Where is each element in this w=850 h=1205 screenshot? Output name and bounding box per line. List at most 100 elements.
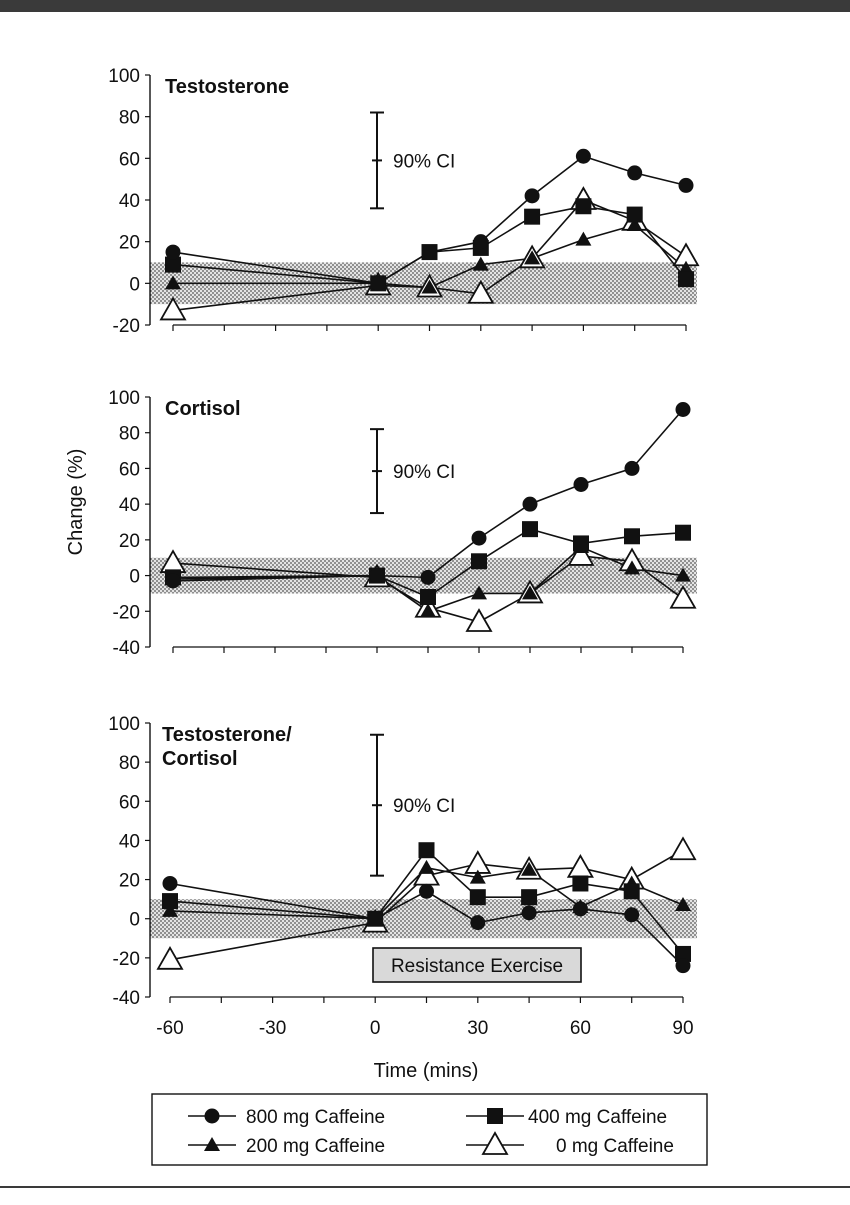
x-tick-label: 90	[672, 1018, 693, 1039]
data-point	[626, 206, 643, 223]
series-line	[172, 155, 687, 285]
data-point	[624, 460, 640, 476]
data-point	[162, 902, 178, 917]
bottom-border	[0, 1186, 850, 1202]
series-line	[172, 199, 687, 312]
data-point	[418, 859, 435, 874]
data-point	[575, 231, 592, 246]
legend-label: 400 mg Caffeine	[528, 1107, 667, 1128]
series-line	[169, 882, 684, 967]
data-point	[524, 208, 541, 225]
panel-title: Testosterone	[165, 76, 289, 98]
legend-marker	[204, 1137, 220, 1151]
data-point	[522, 585, 538, 600]
data-point	[419, 883, 434, 899]
data-point	[162, 893, 178, 910]
data-point	[521, 861, 538, 876]
data-point	[369, 568, 385, 584]
data-point	[675, 945, 691, 962]
data-point	[524, 250, 541, 265]
data-point	[522, 496, 538, 512]
legend-box	[151, 1093, 708, 1166]
y-tick-label: 60	[119, 459, 140, 480]
y-tick-label: 20	[119, 531, 140, 552]
ci-label: 90% CI	[393, 151, 455, 172]
data-point	[678, 177, 694, 193]
y-tick-label: 60	[119, 149, 140, 170]
data-point	[159, 296, 187, 321]
panel-title-line: Cortisol	[162, 748, 238, 770]
data-point	[472, 256, 489, 271]
legend: 800 mg Caffeine 400 mg Caffeine 200 mg Caf…	[151, 1093, 708, 1166]
data-point	[422, 244, 437, 260]
y-tick-label: 20	[119, 233, 140, 254]
y-tick-label: 0	[129, 910, 140, 931]
data-point	[575, 198, 592, 215]
data-point	[370, 275, 386, 291]
y-tick-label: 80	[119, 424, 140, 445]
data-point	[567, 542, 595, 566]
data-point	[467, 279, 495, 304]
x-tick-label: 30	[467, 1018, 488, 1039]
data-point	[165, 244, 181, 260]
y-tick-label: 80	[119, 753, 140, 774]
panel-2: 100 80 60 40 20 0 -20 -40 Cortisol 90% CI	[108, 388, 697, 659]
data-point	[165, 275, 181, 290]
y-tick-label: 60	[119, 792, 140, 813]
legend-item: 800 mg Caffeine	[188, 1107, 385, 1128]
legend-item: 0 mg Caffeine	[466, 1131, 674, 1157]
data-point	[418, 842, 435, 859]
legend-item: 200 mg Caffeine	[188, 1136, 385, 1157]
data-point	[675, 567, 691, 582]
data-point	[572, 901, 588, 917]
y-tick-label: 0	[129, 567, 140, 588]
data-point	[471, 553, 487, 570]
trivial-band	[150, 899, 697, 939]
y-tick-label: 40	[119, 831, 140, 852]
legend-label: 200 mg Caffeine	[246, 1136, 385, 1157]
panel-title-line: Testosterone	[165, 76, 289, 98]
data-point	[421, 279, 438, 294]
data-point	[575, 148, 591, 164]
data-point	[627, 165, 643, 181]
exercise-box	[372, 947, 582, 983]
data-point	[471, 530, 487, 546]
y-tick-label: -20	[113, 949, 140, 970]
data-point	[471, 585, 487, 600]
panel-1: 100 80 60 40 20 0 -20 Testosterone 90% CI	[108, 66, 700, 337]
data-point	[669, 584, 697, 609]
data-point	[465, 608, 493, 632]
y-tick-label: -20	[113, 602, 140, 623]
data-point	[623, 883, 640, 900]
data-point	[521, 889, 538, 906]
data-point	[162, 875, 178, 891]
y-tick-label: 100	[108, 66, 140, 87]
x-axis-label: Time (mins)	[374, 1060, 479, 1082]
legend-item: 400 mg Caffeine	[466, 1107, 667, 1128]
data-point	[522, 521, 538, 538]
y-tick-label: -20	[113, 316, 140, 337]
x-tick-label: -60	[156, 1018, 183, 1039]
data-point	[469, 889, 486, 906]
y-tick-label: -40	[113, 638, 140, 659]
y-tick-label: -40	[113, 988, 140, 1009]
data-point	[420, 589, 436, 605]
data-point	[626, 217, 643, 231]
y-tick-label: 100	[108, 388, 140, 409]
data-point	[524, 188, 540, 204]
data-point	[470, 915, 486, 931]
panel-3: 100 80 60 40 20 0 -20 -40 Testosterone/Cortisol 9…	[108, 714, 697, 1039]
exercise-label: Resistance Exercise	[391, 956, 563, 977]
legend-label: 800 mg Caffeine	[246, 1107, 385, 1128]
y-tick-label: 40	[119, 191, 140, 212]
data-point	[469, 869, 486, 884]
data-point	[675, 402, 691, 417]
data-point	[367, 911, 383, 927]
data-point	[566, 854, 594, 878]
ci-label: 90% CI	[393, 462, 455, 483]
data-point	[678, 271, 694, 288]
data-point	[165, 256, 181, 273]
y-tick-label: 80	[119, 108, 140, 129]
y-tick-label: 40	[119, 495, 140, 516]
x-tick-label: -30	[259, 1018, 286, 1039]
